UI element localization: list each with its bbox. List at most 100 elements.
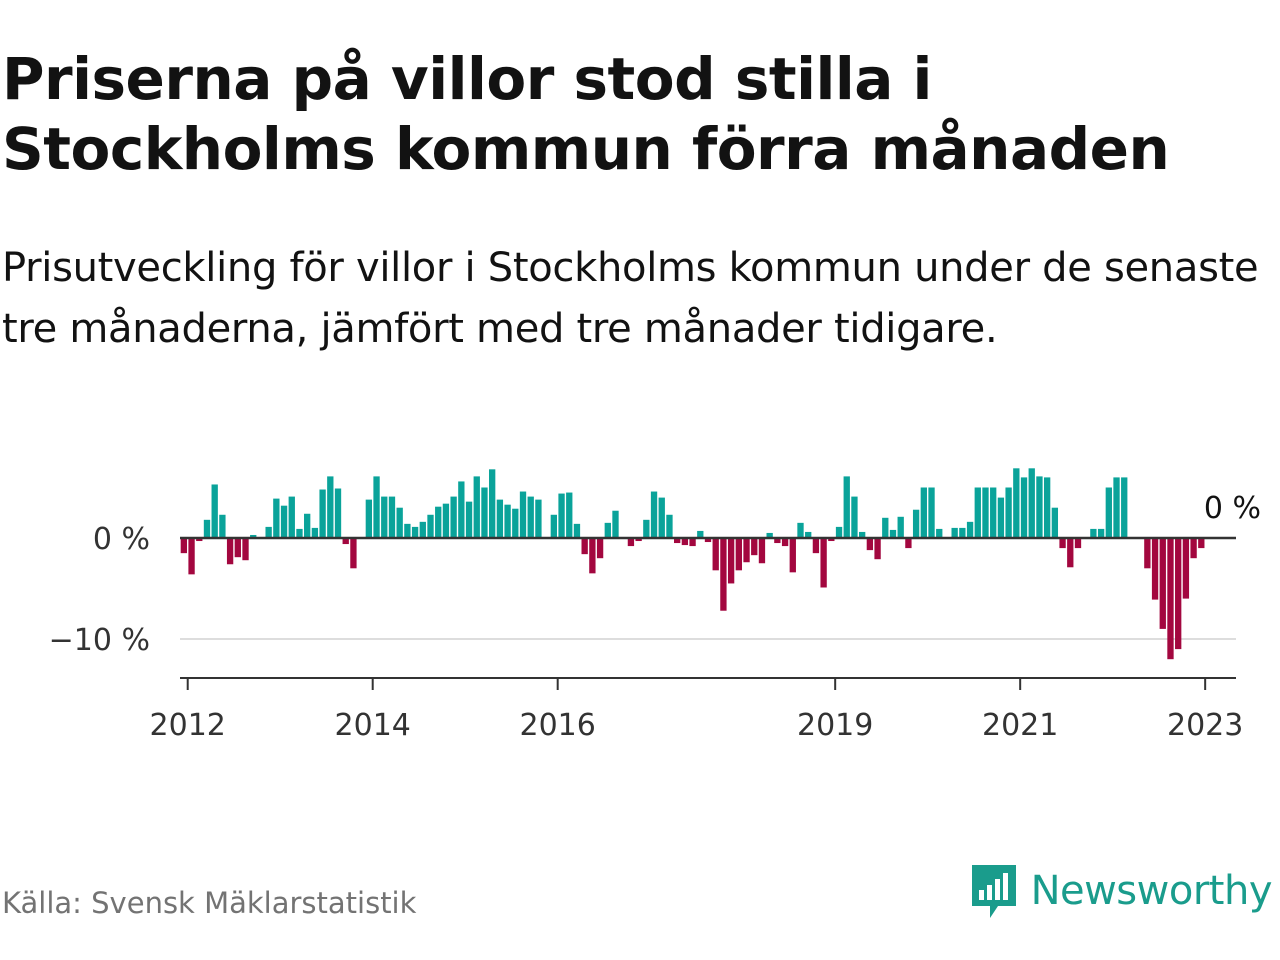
bar — [997, 497, 1005, 538]
bar — [689, 538, 696, 547]
bar — [974, 487, 981, 538]
bar — [519, 491, 527, 538]
bar — [1020, 477, 1028, 538]
newsworthy-logo-icon — [971, 865, 1016, 918]
bar-layer — [180, 468, 1205, 660]
bar — [373, 476, 380, 538]
bar — [319, 489, 326, 538]
bar — [959, 527, 966, 538]
bar-chart: 0 % −10 % 2012 2014 2016 2019 2021 2023 0 % — [49, 468, 1261, 743]
bar — [920, 487, 927, 538]
chart-subtitle: Prisutveckling för villor i Stockholms k… — [2, 245, 1259, 352]
bar — [1051, 507, 1059, 538]
bar — [219, 514, 226, 538]
bar — [566, 492, 573, 538]
bar — [727, 538, 735, 584]
bar — [396, 507, 403, 538]
bar — [350, 538, 357, 569]
chart-title: Priserna på villor stod stilla i Stockho… — [2, 45, 1170, 183]
bar — [1167, 538, 1174, 660]
bar — [327, 476, 334, 538]
bar — [489, 469, 496, 538]
bar — [936, 528, 943, 538]
bar — [365, 499, 373, 538]
bar — [820, 538, 827, 588]
bar — [674, 538, 681, 544]
bar — [196, 538, 203, 542]
bar — [774, 538, 781, 544]
bar — [805, 531, 812, 538]
bar — [704, 538, 712, 543]
bar — [851, 496, 858, 538]
bar — [658, 497, 665, 538]
bar — [1013, 468, 1020, 538]
bar — [381, 496, 388, 538]
bar — [604, 522, 611, 538]
bar — [1067, 538, 1074, 568]
bar — [581, 538, 588, 555]
bar — [496, 499, 504, 538]
bar — [751, 538, 758, 556]
bar — [411, 526, 419, 538]
bar — [265, 526, 272, 538]
bar — [843, 476, 850, 538]
bar — [666, 514, 673, 538]
bar — [419, 521, 426, 538]
bar — [1036, 476, 1043, 538]
bar — [789, 538, 796, 573]
bar — [589, 538, 596, 574]
bar — [781, 538, 789, 547]
bar — [720, 538, 727, 611]
bar — [288, 496, 295, 538]
x-tick-label: 2014 — [335, 708, 411, 743]
x-tick-label: 2019 — [797, 708, 873, 743]
bar — [1097, 528, 1105, 538]
bar — [766, 532, 773, 538]
bar — [635, 538, 642, 542]
bar — [1182, 538, 1190, 599]
bar — [866, 538, 874, 551]
bar — [535, 499, 542, 538]
bar — [874, 538, 881, 560]
bar — [296, 528, 303, 538]
bar — [427, 514, 434, 538]
bar — [458, 481, 465, 538]
bar — [1151, 538, 1159, 600]
bar — [1028, 468, 1035, 538]
source-note: Källa: Svensk Mäklarstatistik — [2, 886, 417, 920]
bar — [504, 504, 511, 538]
bar — [928, 487, 935, 538]
brand: Newsworthy — [969, 862, 1273, 920]
axis-layer — [180, 536, 1236, 690]
bar — [1198, 538, 1205, 549]
bar — [273, 498, 280, 538]
bar — [481, 487, 488, 538]
bar — [650, 491, 658, 538]
bar — [882, 517, 889, 538]
bar — [612, 510, 619, 538]
bar — [596, 538, 604, 559]
bar — [1144, 538, 1151, 569]
x-tick-label: 2021 — [982, 708, 1058, 743]
bar — [473, 476, 480, 538]
bar — [404, 523, 411, 538]
bar — [250, 534, 257, 538]
bar — [226, 538, 234, 565]
bar — [681, 538, 689, 546]
y-tick-label: 0 % — [93, 522, 150, 557]
bar — [1121, 477, 1128, 538]
x-tick-label: 2023 — [1167, 708, 1243, 743]
bar — [1190, 538, 1197, 559]
bar — [450, 496, 457, 538]
bar — [697, 530, 704, 538]
bar — [465, 501, 473, 538]
bar — [966, 521, 974, 538]
bar — [180, 538, 188, 554]
bar — [334, 488, 342, 538]
bar — [905, 538, 912, 549]
bar — [1043, 477, 1051, 538]
bar — [1059, 538, 1066, 549]
bar — [627, 538, 635, 547]
bar — [735, 538, 742, 571]
bar — [1105, 487, 1112, 538]
